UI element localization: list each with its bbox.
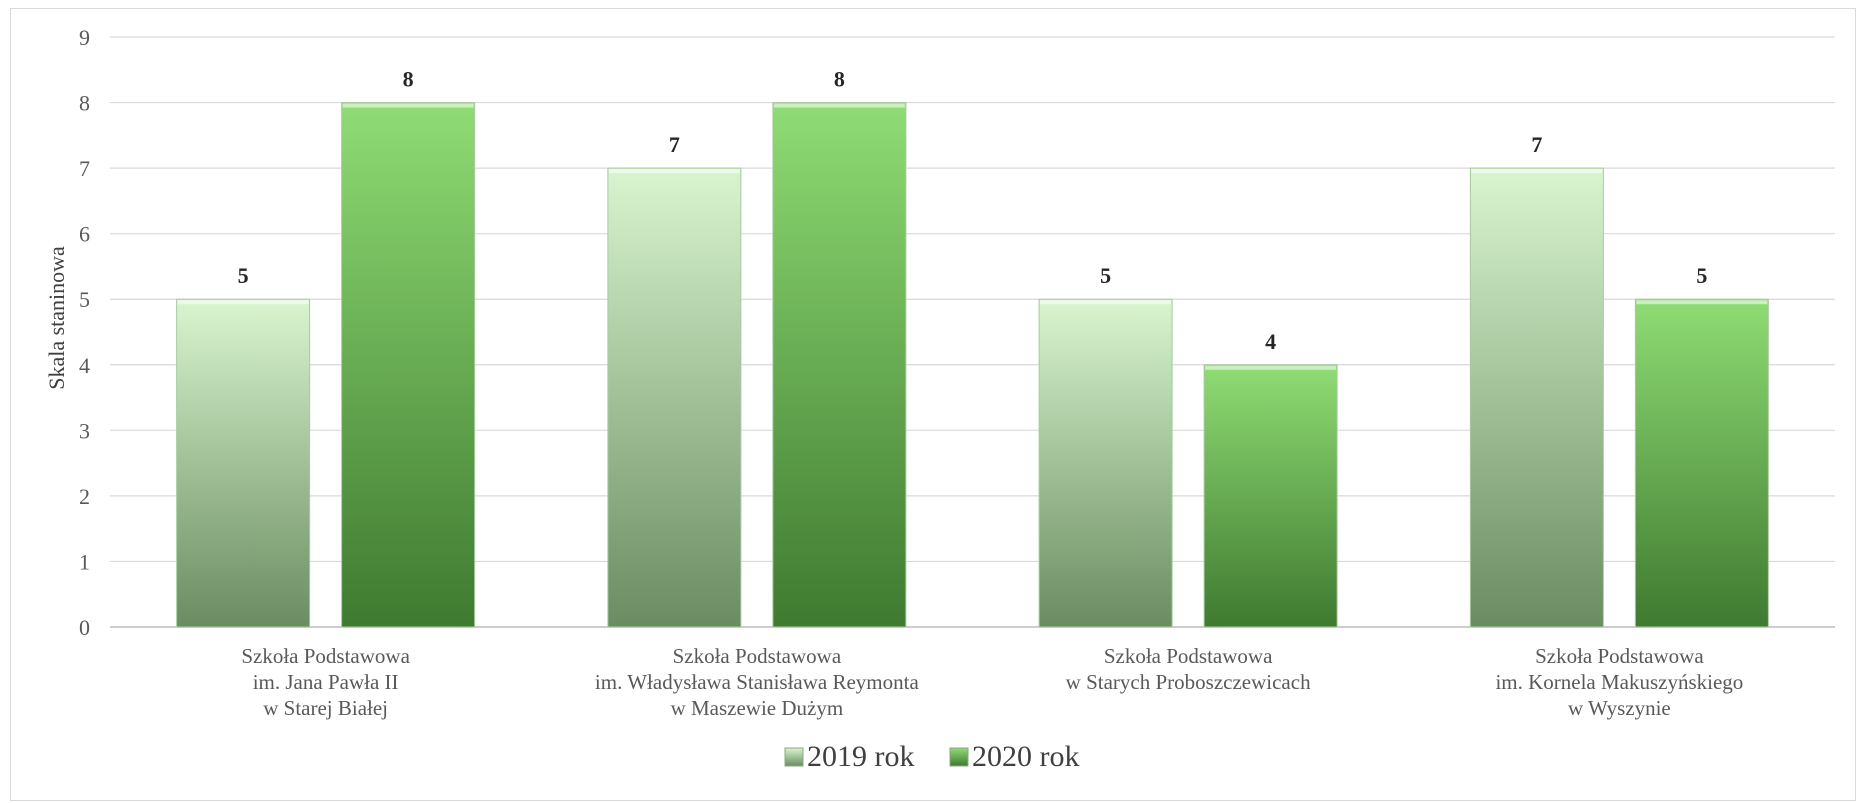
bar-2019-cat-4	[1469, 167, 1604, 628]
bar-2020-cat-2	[772, 102, 907, 628]
legend-swatch-1	[784, 747, 804, 767]
data-label: 7	[1531, 132, 1542, 157]
y-tick-label: 6	[79, 222, 90, 247]
bars	[176, 102, 1769, 628]
data-label: 4	[1265, 329, 1276, 354]
bar-top-highlight	[177, 300, 309, 305]
legend-label-1: 2019 rok	[807, 740, 915, 773]
bar-top-highlight	[1040, 300, 1172, 305]
y-tick-label: 9	[79, 25, 90, 50]
data-label: 7	[669, 132, 680, 157]
legend-swatch-2	[949, 747, 969, 767]
y-tick-label: 1	[79, 549, 90, 574]
data-label: 5	[1696, 263, 1707, 288]
bar-2020-cat-1	[341, 102, 476, 628]
y-tick-label: 4	[79, 353, 90, 378]
bar-top-highlight	[1636, 300, 1768, 305]
bar-2020-cat-4	[1634, 298, 1769, 628]
bar-top-highlight	[773, 103, 905, 108]
y-tick-label: 2	[79, 484, 90, 509]
y-tick-label: 5	[79, 287, 90, 312]
bar-top-highlight	[608, 169, 740, 174]
bar-top-highlight	[1471, 169, 1603, 174]
bar-top-highlight	[342, 103, 474, 108]
bar-2019-cat-1	[176, 298, 311, 628]
data-labels: 5 8 7 8 5 4 7 5	[238, 67, 1708, 354]
data-label: 5	[1100, 263, 1111, 288]
category-label-line: Szkoła Podstawowa	[1535, 644, 1704, 668]
category-label-line: w Wyszynie	[1568, 696, 1671, 720]
y-tick-label: 0	[79, 615, 90, 640]
data-label: 8	[834, 67, 845, 92]
category-label-line: w Starej Białej	[263, 696, 388, 720]
legend: 2019 rok 2020 rok	[784, 740, 1080, 773]
bar-2019-cat-3	[1038, 298, 1173, 628]
category-label-line: Szkoła Podstawowa	[241, 644, 410, 668]
category-label-line: Szkoła Podstawowa	[673, 644, 842, 668]
y-axis-ticks: 0 1 2 3 4 5 6 7 8 9	[79, 25, 90, 640]
category-label-line: w Maszewie Dużym	[671, 696, 844, 720]
category-label-line: im. Jana Pawła II	[253, 670, 399, 694]
legend-label-2: 2020 rok	[972, 740, 1080, 773]
category-label-line: Szkoła Podstawowa	[1104, 644, 1273, 668]
bar-top-highlight	[1205, 365, 1337, 370]
y-tick-label: 8	[79, 91, 90, 116]
data-label: 5	[238, 263, 249, 288]
y-tick-label: 7	[79, 156, 90, 181]
category-label-line: im. Kornela Makuszyńskiego	[1495, 670, 1743, 694]
bar-2019-cat-2	[607, 167, 742, 628]
category-label-line: w Starych Proboszczewicach	[1066, 670, 1311, 694]
category-label-line: im. Władysława Stanisława Reymonta	[595, 670, 920, 694]
bar-2020-cat-3	[1203, 364, 1338, 628]
y-axis-title: Skala staninowa	[44, 246, 69, 390]
y-tick-label: 3	[79, 418, 90, 443]
data-label: 8	[403, 67, 414, 92]
